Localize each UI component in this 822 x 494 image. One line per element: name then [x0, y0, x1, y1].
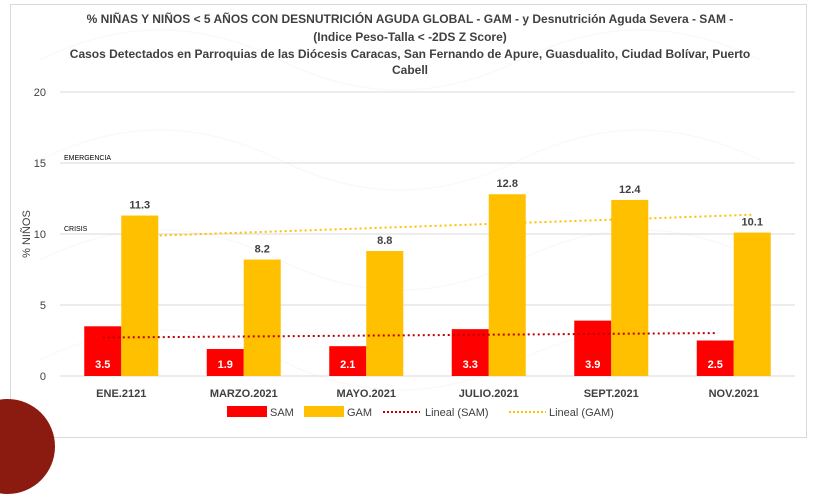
legend-label-lineal-gam: Lineal (GAM) — [549, 407, 614, 419]
data-label-gam: 8.2 — [255, 244, 270, 256]
bar-gam — [733, 232, 771, 376]
legend-label-gam: GAM — [347, 407, 372, 419]
legend-label-lineal-sam: Lineal (SAM) — [425, 407, 489, 419]
bar-gam — [121, 215, 159, 376]
bar-sam — [574, 320, 612, 376]
bar-sam — [206, 349, 244, 376]
bar-sam — [84, 326, 122, 376]
y-tick-label: 15 — [34, 158, 46, 170]
annotation-label: CRISIS — [64, 226, 88, 233]
chart-title-line-1: % NIÑAS Y NIÑOS < 5 AÑOS CON DESNUTRICIÓ… — [86, 12, 734, 26]
x-tick-label: MAYO.2021 — [336, 388, 396, 400]
data-label-gam: 12.4 — [619, 184, 641, 196]
chart-title-line-2: (Indice Peso-Talla < -2DS Z Score) — [313, 30, 507, 44]
data-label-gam: 12.8 — [497, 178, 518, 190]
chart-title-line-4: Cabell — [391, 63, 428, 77]
bar-sam — [451, 329, 489, 376]
x-tick-label: NOV.2021 — [709, 388, 759, 400]
bar-gam — [611, 199, 649, 376]
y-tick-label: 20 — [34, 87, 46, 99]
bar-sam — [696, 340, 734, 376]
legend-label-sam: SAM — [270, 407, 294, 419]
y-tick-label: 10 — [34, 229, 46, 241]
data-label-sam: 3.9 — [585, 359, 600, 371]
trendline-gam — [139, 213, 753, 238]
legend-swatch-sam — [227, 406, 267, 417]
x-tick-label: ENE.2121 — [96, 388, 146, 400]
x-tick-label: SEPT.2021 — [584, 388, 639, 400]
annotation-label: EMERGENCIA — [64, 155, 111, 162]
bar-gam — [243, 259, 281, 376]
data-label-gam: 11.3 — [129, 200, 150, 212]
bar-gam — [366, 251, 404, 376]
data-label-sam: 2.1 — [340, 359, 355, 371]
legend-swatch-gam — [304, 406, 344, 417]
bar-gam — [488, 194, 526, 376]
data-label-gam: 8.8 — [377, 235, 392, 247]
y-tick-label: 0 — [40, 371, 46, 383]
bar-sam — [329, 346, 367, 376]
data-label-gam: 10.1 — [742, 217, 763, 229]
data-label-sam: 1.9 — [218, 359, 233, 371]
x-tick-label: MARZO.2021 — [210, 388, 278, 400]
trendline-sam — [102, 332, 716, 339]
chart-title-line-3: Casos Detectados en Parroquias de las Di… — [69, 47, 751, 61]
y-tick-label: 5 — [40, 300, 46, 312]
bar-chart: 0 5 10 15 20 % NIÑOS EMERGENCIA CRISIS 3.5 11.3 EN… — [20, 87, 795, 419]
data-label-sam: 3.5 — [95, 359, 110, 371]
data-label-sam: 2.5 — [708, 359, 723, 371]
x-tick-label: JULIO.2021 — [459, 388, 519, 400]
data-label-sam: 3.3 — [463, 359, 478, 371]
y-axis-label: % NIÑOS — [20, 210, 33, 258]
